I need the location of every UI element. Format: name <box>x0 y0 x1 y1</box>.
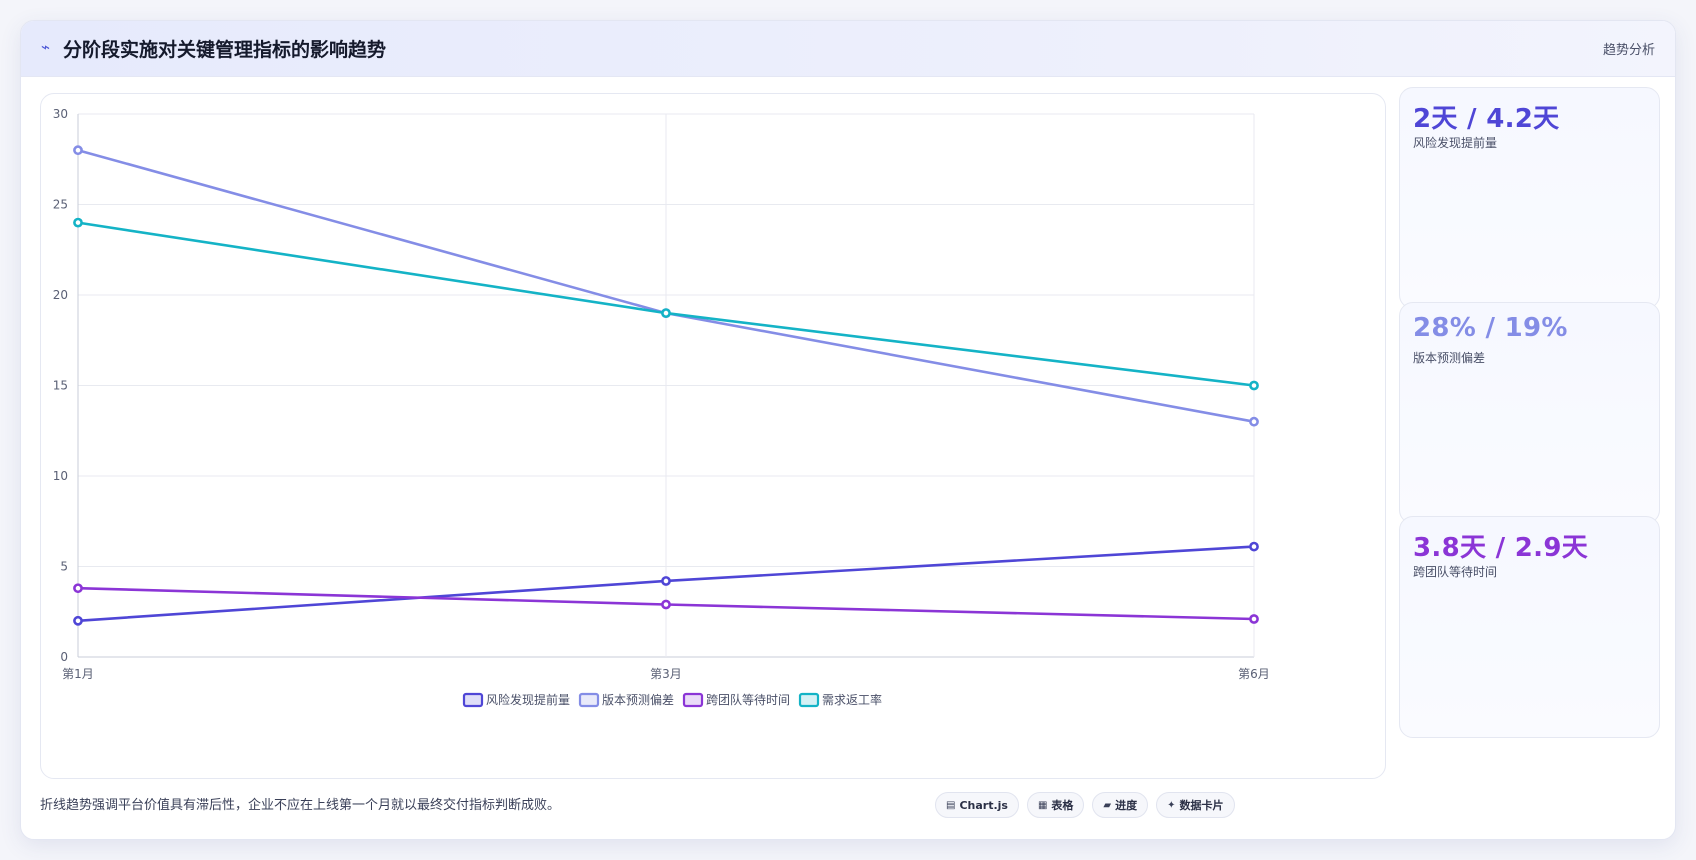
x-tick-label: 第3月 <box>650 667 682 681</box>
line-chart-panel: 0 5 10 15 20 25 30 第1月 第3月 第6月风险发现提前量 版本预测偏差 跨团队等待时… <box>40 93 1386 779</box>
card-title: 分阶段实施对关键管理指标的影响趋势 <box>63 39 387 61</box>
stat-label: 版本预测偏差 <box>1413 351 1486 365</box>
stat-card-risk: 2天 / 4.2天 风险发现提前量 <box>1399 87 1660 309</box>
x-tick-label: 第6月 <box>1238 667 1270 681</box>
y-tick-label: 15 <box>53 379 68 393</box>
legend-label: 跨团队等待时间 <box>706 692 790 707</box>
y-tick-label: 25 <box>53 198 68 212</box>
legend-swatch <box>578 692 600 708</box>
legend-item: 风险发现提前量 <box>462 692 570 708</box>
progress-button[interactable]: ▰ 进度 <box>1092 792 1149 818</box>
y-tick-label: 5 <box>60 560 68 574</box>
data-point <box>661 308 671 318</box>
view-switcher: ▤ Chart.js ▦ 表格 ▰ 进度 ✦ 数据卡片 <box>935 792 1235 818</box>
legend-swatch <box>682 692 704 708</box>
data-point <box>661 599 671 610</box>
chip-label: 表格 <box>1051 799 1074 812</box>
legend-item: 需求返工率 <box>798 692 882 708</box>
stat-value: 2天 / 4.2天 <box>1413 104 1560 134</box>
progress-icon: ▰ <box>1103 799 1112 811</box>
footer-note: 折线趋势强调平台价值具有滞后性，企业不应在上线第一个月就以最终交付指标判断成败。 <box>40 798 561 813</box>
y-tick-label: 20 <box>53 288 68 302</box>
stat-label: 风险发现提前量 <box>1413 136 1498 150</box>
chart-card: ⌁ 分阶段实施对关键管理指标的影响趋势 趋势分析 0 5 10 15 20 25 30 第1月… <box>20 20 1676 840</box>
data-point <box>1249 541 1259 552</box>
x-tick-label: 第1月 <box>62 667 94 681</box>
legend-swatch <box>462 692 484 708</box>
legend-swatch <box>798 692 820 708</box>
data-point <box>73 583 83 594</box>
data-point <box>73 217 83 228</box>
chip-label: 进度 <box>1115 799 1138 812</box>
stat-card-wait: 3.8天 / 2.9天 跨团队等待时间 <box>1399 516 1660 738</box>
data-point <box>1249 614 1259 624</box>
legend-label: 需求返工率 <box>822 692 882 707</box>
chip-label: Chart.js <box>959 798 1008 812</box>
card-icon: ✦ <box>1167 799 1176 811</box>
table-icon: ▦ <box>1037 799 1048 811</box>
stat-value: 3.8天 / 2.9天 <box>1413 533 1589 563</box>
stat-label: 跨团队等待时间 <box>1413 565 1498 579</box>
card-header: ⌁ 分阶段实施对关键管理指标的影响趋势 趋势分析 <box>21 21 1675 77</box>
stat-card-forecast: 28% / 19% 版本预测偏差 <box>1399 302 1660 524</box>
chip-label: 数据卡片 <box>1179 799 1224 812</box>
data-point <box>661 576 671 586</box>
trend-analysis-tag: 趋势分析 <box>1602 43 1655 58</box>
y-tick-label: 0 <box>60 650 68 664</box>
legend-label: 版本预测偏差 <box>602 692 674 707</box>
stat-value: 28% / 19% <box>1413 313 1568 343</box>
data-point <box>73 145 83 156</box>
data-point <box>1249 380 1259 391</box>
chart-icon: ▤ <box>946 799 956 811</box>
table-button[interactable]: ▦ 表格 <box>1026 792 1085 818</box>
legend-item: 版本预测偏差 <box>578 692 674 708</box>
data-point <box>73 615 83 626</box>
data-card-button[interactable]: ✦ 数据卡片 <box>1156 792 1235 818</box>
legend-label: 风险发现提前量 <box>486 692 570 707</box>
y-tick-label: 30 <box>53 107 68 121</box>
data-point <box>1249 416 1259 427</box>
chartjs-button[interactable]: ▤ Chart.js <box>935 792 1019 818</box>
legend-item: 跨团队等待时间 <box>682 692 790 708</box>
trend-icon: ⌁ <box>41 38 51 56</box>
y-tick-label: 10 <box>53 469 68 483</box>
